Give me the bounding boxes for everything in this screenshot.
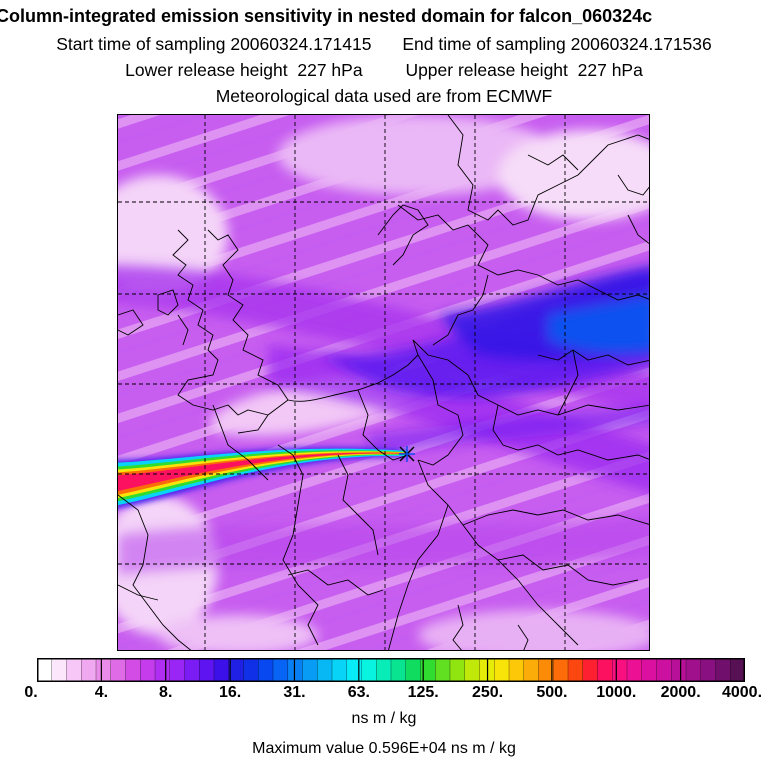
colorbar-cell: [405, 658, 421, 682]
colorbar-cell: [96, 658, 112, 682]
plot-title: Column-integrated emission sensitivity i…: [0, 6, 653, 26]
colorbar-cell: [391, 658, 407, 682]
colorbar-svg: [37, 658, 745, 682]
colorbar-cell: [228, 658, 244, 682]
colorbar-tick-label: 250.: [471, 684, 504, 701]
colorbar: [37, 658, 745, 682]
colorbar-cell: [686, 658, 702, 682]
colorbar-tick-labels: 0. 4. 8. 16. 31. 63. 125. 250. 500. 1000. 2000. 400…: [0, 684, 768, 704]
colorbar-tick-label: 0.: [24, 684, 38, 701]
colorbar-cell: [376, 658, 392, 682]
colorbar-cell: [51, 658, 67, 682]
colorbar-cell: [435, 658, 451, 682]
colorbar-cell: [538, 658, 554, 682]
colorbar-tick-label: 4000.: [721, 684, 763, 701]
colorbar-tick-label: 500.: [536, 684, 568, 701]
upper-height-label: Upper release height: [405, 60, 568, 80]
colorbar-cell: [700, 658, 716, 682]
colorbar-cell: [287, 658, 303, 682]
end-time-label: End time of sampling: [402, 34, 566, 54]
colorbar-cell: [81, 658, 97, 682]
lower-height-label: Lower release height: [125, 60, 288, 80]
colorbar-cell: [597, 658, 613, 682]
colorbar-border: [37, 658, 745, 682]
sensitivity-map: [117, 114, 650, 651]
colorbar-cell: [494, 658, 510, 682]
colorbar-cell: [258, 658, 274, 682]
release-point-marker: [399, 446, 415, 462]
colorbar-cell: [125, 658, 141, 682]
colorbar-cell: [568, 658, 584, 682]
colorbar-cell: [464, 658, 480, 682]
colorbar-tick-label: 63.: [347, 684, 370, 701]
colorbar-tick-label: 2000.: [660, 684, 701, 701]
colorbar-tick-label: 4.: [94, 684, 109, 701]
high-sensitivity-band: [318, 266, 649, 455]
colorbar-tick-label: 1000.: [596, 684, 637, 701]
release-heights: Lower release height 227 hPa Upper relea…: [0, 60, 768, 80]
colorbar-cell: [671, 658, 687, 682]
colorbar-units: ns m / kg: [351, 710, 417, 727]
colorbar-cell: [361, 658, 377, 682]
colorbar-cell: [641, 658, 657, 682]
colorbar-cell: [199, 658, 215, 682]
colorbar-cell: [332, 658, 348, 682]
maximum-value: Maximum value 0.596E+04 ns m / kg: [252, 740, 516, 757]
colorbar-cell: [302, 658, 318, 682]
upper-height-value: 227 hPa: [577, 60, 643, 80]
colorbar-cell: [582, 658, 598, 682]
colorbar-cell: [627, 658, 643, 682]
colorbar-cell: [214, 658, 230, 682]
colorbar-cell: [612, 658, 628, 682]
colorbar-cell: [715, 658, 731, 682]
lat-lon-grid: [118, 115, 649, 650]
sampling-times: Start time of sampling 20060324.171415 E…: [0, 34, 768, 54]
map-svg: [118, 115, 649, 650]
colorbar-cell: [730, 658, 745, 682]
colorbar-cell: [273, 658, 289, 682]
colorbar-cell: [66, 658, 82, 682]
colorbar-cell: [184, 658, 200, 682]
colorbar-tick-label: 16.: [218, 684, 242, 701]
met-data-source: Meteorological data used are from ECMWF: [215, 86, 553, 106]
colorbar-cell: [509, 658, 525, 682]
colorbar-cell: [37, 658, 53, 682]
end-time-value: 20060324.171536: [570, 34, 712, 54]
colorbar-tick-label: 125.: [407, 684, 439, 701]
colorbar-tick-label: 8.: [159, 684, 173, 701]
colorbar-cell: [523, 658, 539, 682]
colorbar-cell: [155, 658, 171, 682]
colorbar-cell: [243, 658, 259, 682]
colorbar-cell: [140, 658, 156, 682]
colorbar-cell: [656, 658, 672, 682]
colorbar-cell: [169, 658, 185, 682]
start-time-label: Start time of sampling: [56, 34, 226, 54]
colorbar-cell: [346, 658, 362, 682]
colorbar-cell: [553, 658, 569, 682]
lower-height-value: 227 hPa: [297, 60, 363, 80]
colorbar-tick-label: 31.: [283, 684, 306, 701]
colorbar-cell: [317, 658, 333, 682]
colorbar-cell: [110, 658, 126, 682]
colorbar-cell: [420, 658, 436, 682]
start-time-value: 20060324.171415: [230, 34, 372, 54]
colorbar-cell: [450, 658, 466, 682]
